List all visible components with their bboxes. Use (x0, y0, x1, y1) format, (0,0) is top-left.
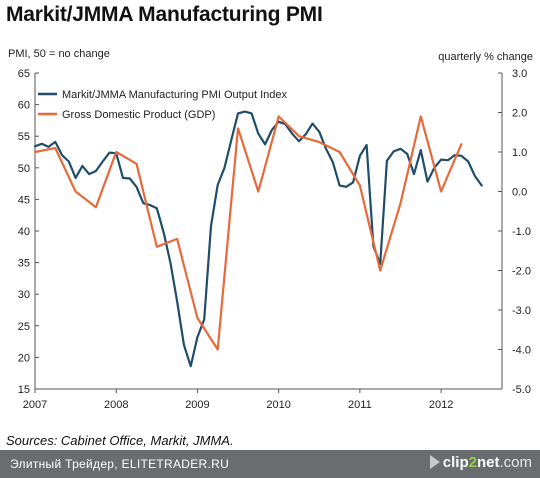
y-right-tick-label: -4.0 (512, 345, 531, 357)
chart-title: Markit/JMMA Manufacturing PMI (6, 3, 323, 26)
legend-label-gdp: Gross Domestic Product (GDP) (62, 109, 215, 121)
y-right-tick-label: -1.0 (512, 226, 531, 238)
y-right-tick-label: 1.0 (512, 147, 527, 159)
legend-label-pmi: Markit/JMMA Manufacturing PMI Output Ind… (62, 89, 287, 101)
y-right-tick-label: 0.0 (512, 187, 527, 199)
y-right-tick-label: -5.0 (512, 384, 531, 396)
y-left-tick-label: 55 (18, 131, 30, 143)
y-left-tick-label: 65 (18, 68, 30, 80)
y-right-tick-label: 3.0 (512, 68, 527, 80)
sources-note: Sources: Cabinet Office, Markit, JMMA. (6, 433, 234, 448)
x-tick-label: 2011 (348, 399, 372, 411)
brand-domain: .com (499, 454, 532, 471)
right-axis-label: quarterly % change (438, 51, 533, 63)
brand-number: 2 (468, 454, 477, 471)
legend: Markit/JMMA Manufacturing PMI Output Ind… (38, 89, 287, 121)
play-icon (429, 455, 440, 469)
y-left-tick-label: 15 (18, 384, 30, 396)
footer-bar: Элитный Трейдер, ELITETRADER.RU clip2net… (0, 450, 540, 478)
x-tick-label: 2008 (104, 399, 128, 411)
brand-name: clip (442, 454, 469, 471)
x-tick-label: 2007 (23, 399, 47, 411)
y-left-tick-label: 20 (18, 352, 30, 364)
x-tick-label: 2009 (185, 399, 209, 411)
y-right-tick-label: -3.0 (512, 305, 531, 317)
brand-logo[interactable]: clip2net.com (429, 454, 532, 471)
x-tick-label: 2010 (266, 399, 290, 411)
y-left-tick-label: 25 (18, 321, 30, 333)
y-right-tick-label: -2.0 (512, 266, 531, 278)
y-left-tick-label: 45 (18, 194, 30, 206)
y-left-tick-label: 60 (18, 100, 30, 112)
y-left-tick-label: 30 (18, 289, 30, 301)
y-left-tick-label: 35 (18, 258, 30, 270)
y-left-tick-label: 40 (18, 226, 30, 238)
footer-text: Элитный Трейдер, ELITETRADER.RU (10, 457, 230, 471)
x-tick-label: 2012 (429, 399, 453, 411)
left-axis-label: PMI, 50 = no change (8, 48, 110, 60)
series-line-gdp (33, 115, 463, 351)
chart: PMI, 50 = no change quarterly % change 1… (8, 48, 533, 411)
y-left-tick-label: 50 (18, 163, 30, 175)
series-line-pmi (33, 110, 483, 368)
brand-net: net (476, 454, 500, 471)
y-right-tick-label: 2.0 (512, 108, 527, 120)
plot-area: 15 20 25 30 35 40 45 50 55 60 65 -5.0 -4.0 -3.0 -2.0 -1… (18, 68, 531, 411)
